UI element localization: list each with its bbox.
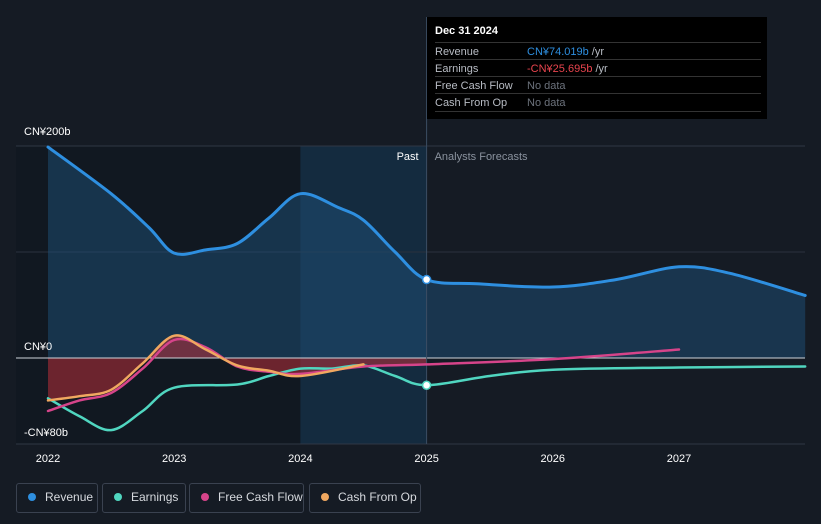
tooltip-row-cash-from-op: Cash From Op No data <box>435 93 761 112</box>
tooltip-row-free-cash-flow: Free Cash Flow No data <box>435 76 761 94</box>
markers-layer <box>421 274 432 390</box>
y-label-top: CN¥200b <box>24 126 70 138</box>
earnings-marker <box>421 380 432 390</box>
tooltip: Dec 31 2024 Revenue CN¥74.019b/yr Earnin… <box>427 17 767 119</box>
cash-from-op-line <box>46 334 365 402</box>
tooltip-row-revenue: Revenue CN¥74.019b/yr <box>435 42 761 60</box>
x-axis-ticks: 2022 2023 2024 2025 2026 2027 <box>36 453 691 465</box>
y-label-bottom: -CN¥80b <box>24 427 68 439</box>
tooltip-value: CN¥74.019b/yr <box>527 46 605 58</box>
revenue-area <box>48 147 806 358</box>
tooltip-value: No data <box>527 80 566 92</box>
tooltip-label: Earnings <box>435 63 479 75</box>
revenue-marker <box>421 274 432 285</box>
legend-label: Earnings <box>131 490 179 504</box>
free-cash-flow-line <box>46 337 681 413</box>
tooltip-date: Dec 31 2024 <box>435 25 498 37</box>
tooltip-label: Free Cash Flow <box>435 80 513 92</box>
earnings-line <box>46 363 807 432</box>
free-cash-flow-legend-dot <box>201 493 209 501</box>
past-label: Past <box>397 151 419 163</box>
legend-item-earnings[interactable]: Earnings <box>102 483 186 513</box>
earnings-legend-dot <box>114 493 122 501</box>
y-label-zero: CN¥0 <box>24 341 52 353</box>
x-tick-label: 2023 <box>162 453 186 465</box>
x-tick-label: 2025 <box>414 453 438 465</box>
tooltip-label: Cash From Op <box>435 97 508 109</box>
x-tick-label: 2026 <box>541 453 565 465</box>
tooltip-value: -CN¥25.695b/yr <box>527 63 608 75</box>
cash-from-op-legend-dot <box>321 493 329 501</box>
tooltip-label: Revenue <box>435 46 480 58</box>
legend-label: Cash From Op <box>338 490 417 504</box>
x-tick-label: 2027 <box>667 453 691 465</box>
legend-item-revenue[interactable]: Revenue <box>16 483 98 513</box>
series-layer <box>46 145 807 432</box>
legend-item-free-cash-flow[interactable]: Free Cash Flow <box>189 483 304 513</box>
x-tick-label: 2024 <box>288 453 312 465</box>
legend-item-cash-from-op[interactable]: Cash From Op <box>309 483 421 513</box>
earnings-negative-area <box>48 335 427 401</box>
legend-label: Revenue <box>45 490 94 504</box>
revenue-line <box>46 145 807 297</box>
x-tick-label: 2022 <box>36 453 60 465</box>
legend-label: Free Cash Flow <box>218 490 303 504</box>
forecast-label: Analysts Forecasts <box>435 151 528 163</box>
tooltip-row-earnings: Earnings -CN¥25.695b/yr <box>435 59 761 77</box>
revenue-legend-dot <box>28 493 36 501</box>
tooltip-value: No data <box>527 97 566 109</box>
